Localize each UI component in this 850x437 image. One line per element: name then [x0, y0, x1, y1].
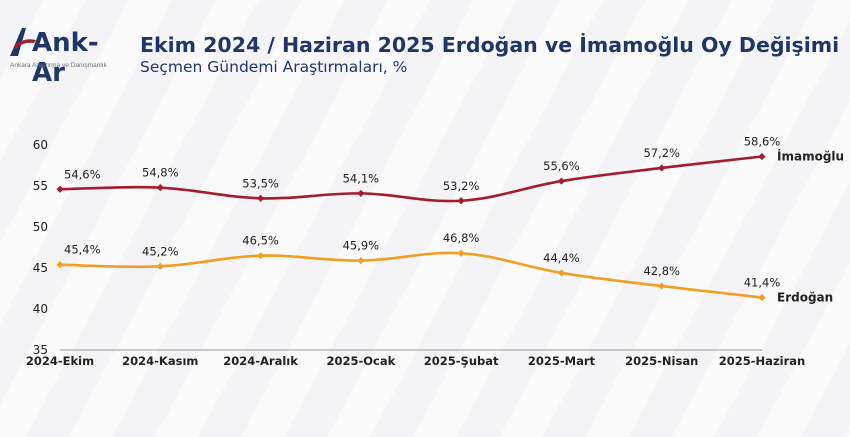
x-tick-label: 2025-Haziran — [719, 354, 805, 368]
y-tick-label: 45 — [33, 261, 48, 275]
x-tick-label: 2025-Ocak — [326, 354, 395, 368]
data-point-erdogan — [156, 262, 164, 270]
y-tick-label: 55 — [33, 179, 48, 193]
y-tick-label: 50 — [33, 220, 48, 234]
x-tick-label: 2024-Ekim — [26, 354, 94, 368]
series-line-erdogan — [59, 251, 763, 299]
page-subtitle: Seçmen Gündemi Araştırmaları, % — [140, 58, 408, 76]
data-point-erdogan — [457, 249, 465, 257]
data-point-erdogan — [357, 257, 365, 265]
data-label-imamoglu: 53,5% — [242, 176, 279, 190]
data-label-imamoglu: 54,6% — [64, 167, 101, 181]
series-line-imamoglu — [59, 155, 763, 203]
data-label-erdogan: 46,5% — [242, 234, 279, 248]
logo-name: Ank-Ar — [32, 28, 99, 88]
data-point-imamoglu — [256, 194, 265, 202]
data-point-imamoglu — [758, 152, 766, 161]
data-label-erdogan: 45,2% — [142, 244, 179, 258]
ankar-logo: Ank-Ar Ankara Araştırma ve Danışmanlık — [8, 24, 128, 88]
x-tick-label: 2025-Mart — [528, 354, 596, 368]
data-label-erdogan: 41,4% — [744, 276, 781, 290]
data-label-erdogan: 46,8% — [443, 231, 480, 245]
data-label-erdogan: 45,9% — [343, 239, 380, 253]
x-tick-label: 2025-Nisan — [625, 354, 698, 368]
data-label-imamoglu: 57,2% — [643, 146, 680, 160]
data-label-erdogan: 42,8% — [643, 264, 680, 278]
y-tick-label: 40 — [33, 302, 48, 316]
data-point-imamoglu — [156, 184, 164, 192]
data-point-erdogan — [658, 282, 666, 290]
data-point-erdogan — [256, 252, 265, 260]
data-point-erdogan — [758, 293, 766, 302]
y-tick-label: 35 — [33, 343, 48, 357]
data-label-erdogan: 45,4% — [64, 243, 101, 257]
data-label-imamoglu: 54,8% — [142, 166, 179, 180]
logo-tagline: Ankara Araştırma ve Danışmanlık — [10, 62, 107, 69]
series-label-imamoglu: İmamoğlu — [777, 148, 844, 163]
data-point-erdogan — [56, 261, 64, 269]
data-label-erdogan: 44,4% — [543, 251, 580, 265]
data-point-imamoglu — [457, 197, 465, 205]
data-label-imamoglu: 55,6% — [543, 159, 580, 173]
data-label-imamoglu: 58,6% — [744, 134, 781, 148]
data-label-imamoglu: 54,1% — [343, 171, 380, 185]
data-point-imamoglu — [557, 177, 566, 185]
page-title: Ekim 2024 / Haziran 2025 Erdoğan ve İmam… — [140, 33, 840, 57]
data-point-imamoglu — [56, 185, 64, 193]
x-tick-label: 2025-Şubat — [424, 354, 499, 368]
series-label-erdogan: Erdoğan — [777, 291, 833, 305]
logo-mark-icon — [10, 28, 36, 56]
data-point-erdogan — [557, 269, 566, 277]
x-tick-label: 2024-Kasım — [122, 354, 198, 368]
y-tick-label: 60 — [33, 138, 48, 152]
data-point-imamoglu — [658, 164, 666, 172]
data-label-imamoglu: 53,2% — [443, 179, 480, 193]
x-tick-label: 2024-Aralık — [223, 354, 298, 368]
data-point-imamoglu — [357, 189, 365, 197]
